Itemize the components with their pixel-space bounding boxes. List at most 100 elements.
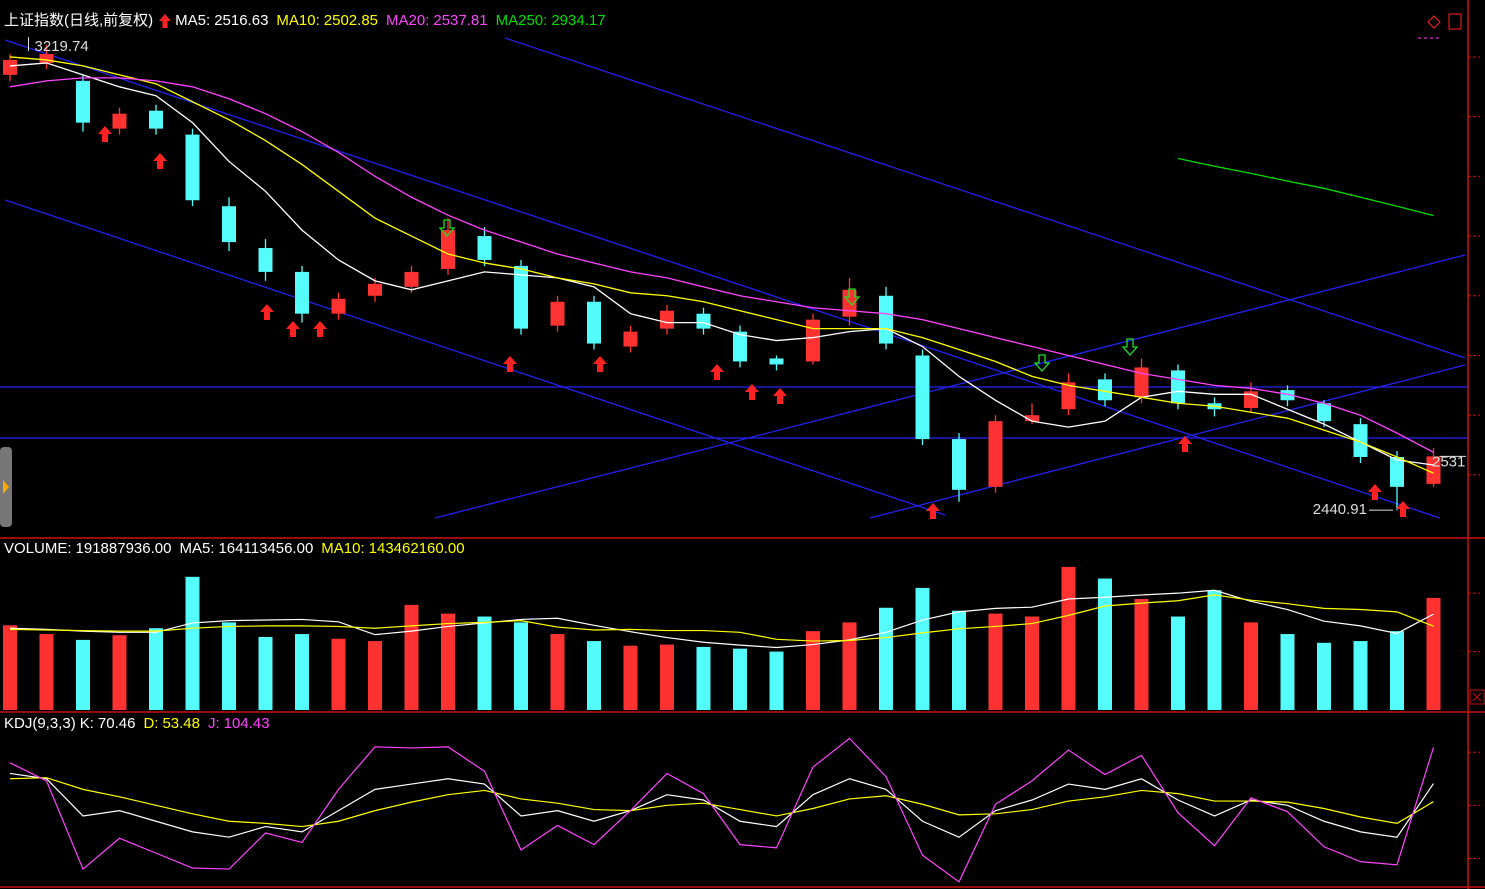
volume-bar <box>623 645 638 710</box>
buy-signal <box>503 356 517 372</box>
candle-body <box>1025 415 1039 422</box>
volume-bar <box>1244 622 1258 710</box>
window-icon[interactable] <box>1448 13 1462 30</box>
volume-bar <box>295 634 309 710</box>
candle-body <box>368 283 382 296</box>
candle-body <box>806 319 820 362</box>
volume-bar <box>222 622 236 710</box>
buy-signal <box>773 388 787 404</box>
volume-bar <box>1426 597 1441 710</box>
trend-line <box>869 364 1466 519</box>
legend: KDJ(9,3,3) K: 70.46 D: 53.48 J: 104.43 <box>4 715 278 733</box>
volume-bar <box>1317 642 1331 710</box>
volume-bar <box>879 607 893 710</box>
buy-signal <box>313 321 327 337</box>
line-series <box>9 62 1434 466</box>
candle-body <box>185 134 200 201</box>
line-series <box>9 777 1434 828</box>
candle-body <box>3 59 17 75</box>
line-series <box>9 594 1434 642</box>
volume-bar <box>1134 599 1149 710</box>
buy-signal <box>1368 484 1382 500</box>
trend-line <box>504 37 1466 359</box>
volume-bar <box>1025 616 1039 710</box>
volume-bar <box>76 639 90 710</box>
candle-body <box>587 301 601 344</box>
legend-arrow <box>159 14 172 28</box>
candle-body <box>441 230 455 269</box>
candle-body <box>222 206 236 243</box>
legend-value: 2934.17 <box>551 12 606 29</box>
line-series <box>1177 157 1434 217</box>
sell-signal <box>438 219 456 237</box>
legend-name: MA5: <box>179 540 215 557</box>
candle-body <box>1098 379 1112 401</box>
candle-body <box>952 439 966 490</box>
legend-name: MA250: <box>495 12 548 29</box>
candle-body <box>514 265 528 329</box>
candle-body <box>988 421 1003 487</box>
candle-body <box>660 310 674 329</box>
volume-bar <box>1207 590 1222 710</box>
candle-body <box>915 355 930 440</box>
buy-signal <box>286 321 300 337</box>
trend-line <box>4 199 946 516</box>
side-tab-icon <box>3 480 9 494</box>
legend-name: MA5: <box>175 12 211 29</box>
candle-body <box>76 80 90 123</box>
legend-value: 70.46 <box>97 715 136 732</box>
candle-body <box>1061 382 1076 410</box>
volume-bar <box>988 613 1003 710</box>
legend-value: 164113456.00 <box>218 540 314 557</box>
legend-value: 143462160.00 <box>368 540 465 557</box>
candle-body <box>149 110 163 129</box>
line-series <box>9 737 1435 883</box>
legend-value: 53.48 <box>162 715 200 732</box>
candle-body <box>879 295 893 344</box>
volume-bar <box>733 648 747 710</box>
candle-body <box>295 271 309 314</box>
legend-value: 2502.85 <box>323 12 379 29</box>
volume-bar <box>514 622 528 710</box>
volume-bar <box>587 641 601 710</box>
candle-body <box>258 248 273 272</box>
candle-body <box>550 301 565 326</box>
volume-bar <box>258 636 273 710</box>
legend-name: VOLUME: <box>4 540 72 557</box>
candle-body <box>769 358 784 365</box>
candle-body <box>1317 403 1331 422</box>
candle-body <box>39 53 54 63</box>
sell-signal <box>1121 338 1139 356</box>
legend-name: J: <box>207 715 220 732</box>
legend-value: 2537.81 <box>433 12 488 29</box>
line-series <box>9 77 1434 453</box>
volume-bar <box>1353 641 1368 710</box>
legend-title: 上证指数(日线,前复权) <box>4 12 154 29</box>
sell-signal <box>843 288 861 306</box>
volume-bar <box>915 587 930 710</box>
volume-bar <box>368 641 382 710</box>
volume-bar <box>404 604 419 710</box>
volume-bar <box>477 616 492 710</box>
close-icon[interactable] <box>1469 689 1485 705</box>
candle-body <box>1426 456 1441 484</box>
line-series <box>9 56 1434 474</box>
legend-name: MA20: <box>386 12 430 29</box>
settings-icon[interactable] <box>1427 15 1441 29</box>
candle-body <box>1280 390 1295 401</box>
volume-bar <box>769 651 784 710</box>
buy-signal <box>98 126 112 142</box>
candle-body <box>1171 370 1185 404</box>
legend-name: MA10: <box>276 12 320 29</box>
legend-name: D: <box>143 715 159 732</box>
close-icon-cross <box>1472 692 1482 702</box>
last-price-label: 2531 <box>1432 453 1465 470</box>
buy-signal <box>1178 436 1192 452</box>
volume-bar <box>39 634 54 710</box>
volume-bar <box>952 610 966 710</box>
buy-signal <box>593 356 607 372</box>
buy-signal <box>153 153 167 169</box>
